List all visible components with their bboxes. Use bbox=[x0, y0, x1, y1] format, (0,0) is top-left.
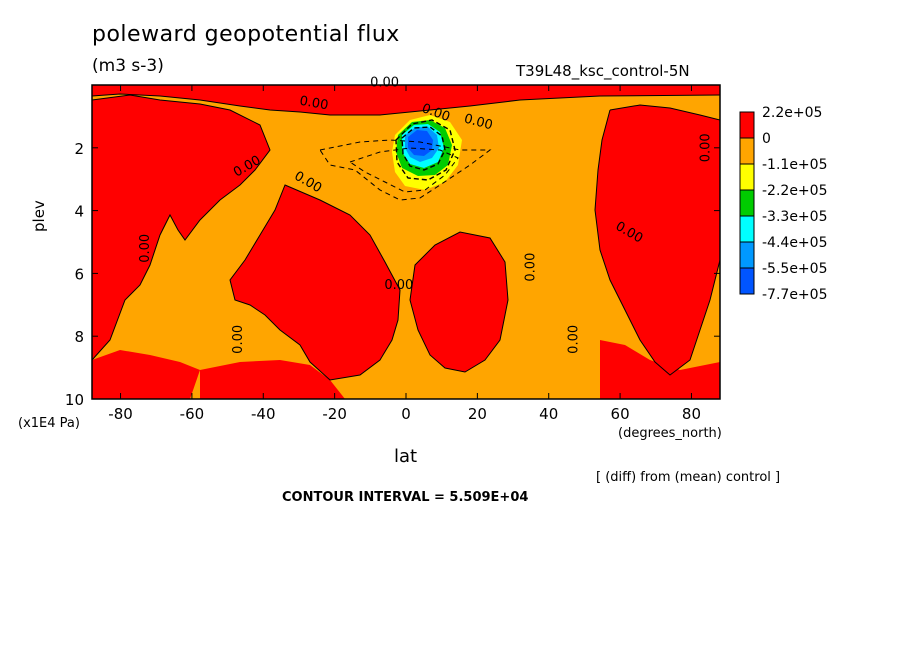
colorbar-level-label: -2.2e+05 bbox=[762, 183, 827, 199]
y-tick-label: 10 bbox=[65, 391, 84, 409]
axis-ticks: -80 -60 -40 -20 0 20 40 60 80 2 4 6 8 10 bbox=[65, 85, 720, 423]
colorbar-level-label: 2.2e+05 bbox=[762, 105, 822, 121]
positive-region-top-band bbox=[92, 85, 720, 115]
contour-label: 0.00 bbox=[231, 325, 246, 354]
x-tick-label: 60 bbox=[611, 405, 630, 423]
contour-label: 0.00 bbox=[566, 325, 581, 354]
contour-label: 0.00 bbox=[298, 94, 329, 114]
zero-contours bbox=[92, 93, 720, 381]
x-axis-unit-note: (degrees_north) bbox=[618, 426, 722, 441]
x-axis-label: lat bbox=[394, 446, 418, 467]
contour-interval-note: CONTOUR INTERVAL = 5.509E+04 bbox=[282, 490, 529, 505]
colorbar-level-label: -7.7e+05 bbox=[762, 287, 827, 303]
negative-region-core bbox=[408, 130, 433, 156]
dashed-contour-3 bbox=[395, 119, 456, 181]
x-tick-label: 40 bbox=[539, 405, 558, 423]
chart-title: poleward geopotential flux bbox=[92, 22, 400, 47]
colorbar-level-label: 0 bbox=[762, 131, 771, 147]
positive-region-left-upper bbox=[92, 95, 270, 360]
contour-label: 0.00 bbox=[138, 234, 153, 263]
positive-region-bottom-left bbox=[92, 350, 200, 399]
colorbar-swatch bbox=[739, 111, 755, 139]
positive-region-bottom-right bbox=[600, 340, 720, 399]
x-tick-label: -20 bbox=[322, 405, 347, 423]
y-axis-label: plev bbox=[30, 200, 48, 232]
run-name: T39L48_ksc_control-5N bbox=[516, 62, 690, 80]
chart-units: (m3 s-3) bbox=[92, 56, 164, 76]
x-tick-label: 0 bbox=[401, 405, 411, 423]
colorbar: 2.2e+05 0 -1.1e+05 -2.2e+05 -3.3e+05 -4.4e+05… bbox=[739, 105, 827, 303]
dashed-contour-1 bbox=[319, 139, 492, 201]
colorbar-swatch bbox=[739, 241, 755, 269]
y-tick-label: 6 bbox=[74, 265, 84, 283]
colorbar-swatch bbox=[739, 267, 755, 295]
colorbar-swatch bbox=[739, 163, 755, 191]
y-tick-label: 4 bbox=[74, 203, 84, 221]
colorbar-swatch bbox=[739, 189, 755, 217]
y-tick-label: 2 bbox=[74, 140, 84, 158]
dashed-contour-2 bbox=[348, 147, 459, 193]
difference-note: [ (diff) from (mean) control ] bbox=[596, 470, 781, 485]
y-tick-label: 8 bbox=[74, 328, 84, 346]
colorbar-swatch bbox=[739, 137, 755, 165]
x-tick-label: -60 bbox=[180, 405, 205, 423]
colorbar-level-label: -4.4e+05 bbox=[762, 235, 827, 251]
contour-label: 0.00 bbox=[698, 133, 713, 162]
y-axis-unit-note: (x1E4 Pa) bbox=[18, 416, 80, 431]
x-tick-label: -40 bbox=[251, 405, 276, 423]
x-tick-label: -80 bbox=[108, 405, 133, 423]
contour-label: 0.00 bbox=[384, 278, 413, 293]
colorbar-level-label: -3.3e+05 bbox=[762, 209, 827, 225]
x-tick-label: 80 bbox=[682, 405, 701, 423]
dashed-contour-4 bbox=[401, 126, 446, 171]
colorbar-swatch bbox=[739, 215, 755, 243]
colorbar-level-label: -5.5e+05 bbox=[762, 261, 827, 277]
contour-label: 0.00 bbox=[370, 76, 399, 91]
contour-label: 0.00 bbox=[523, 253, 538, 282]
colorbar-level-label: -1.1e+05 bbox=[762, 157, 827, 173]
positive-region-right bbox=[595, 105, 720, 375]
positive-region-center-right bbox=[410, 232, 508, 372]
positive-region-central-lower bbox=[230, 185, 400, 380]
positive-region-bottom-center bbox=[200, 360, 345, 399]
contour-label: 0.00 bbox=[462, 111, 494, 133]
x-tick-label: 20 bbox=[468, 405, 487, 423]
